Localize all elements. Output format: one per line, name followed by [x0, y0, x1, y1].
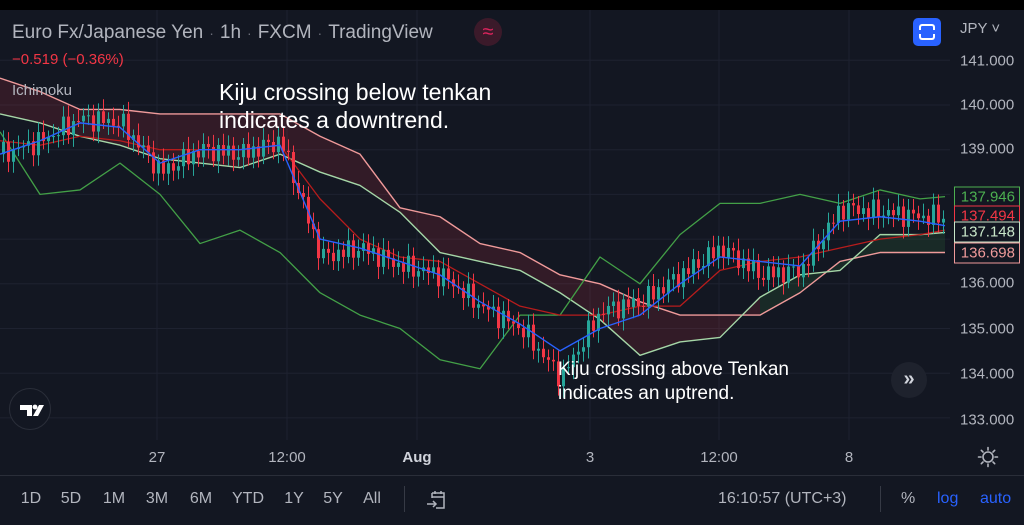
price-line-label: 137.148: [954, 221, 1020, 243]
price-line-label: 137.494: [954, 205, 1020, 227]
scroll-to-realtime-button[interactable]: »: [891, 362, 927, 398]
separator: ·: [209, 25, 214, 41]
symbol-header[interactable]: Euro Fx/Japanese Yen · 1h · FXCM · Tradi…: [12, 20, 433, 46]
settings-icon[interactable]: [977, 446, 999, 468]
price-tick: 135.000: [960, 320, 1015, 338]
range-button-5y[interactable]: 5Y: [323, 490, 343, 507]
divider: [404, 486, 405, 512]
range-button-1m[interactable]: 1M: [102, 490, 126, 507]
chart-area[interactable]: [0, 10, 950, 440]
annotation-text: indicates a downtrend.: [219, 107, 450, 133]
indicator-wave-icon[interactable]: ≈: [474, 18, 502, 46]
log-scale-toggle[interactable]: log: [937, 490, 959, 507]
tradingview-logo-icon: [20, 404, 44, 416]
price-tick: 136.000: [960, 274, 1015, 292]
go-to-date-icon[interactable]: [425, 489, 447, 511]
separator: ·: [317, 25, 323, 41]
price-change: −0.519 (−0.36%): [12, 51, 124, 68]
percent-scale-toggle[interactable]: %: [901, 490, 916, 507]
range-button-1d[interactable]: 1D: [20, 490, 42, 507]
price-tick: 133.000: [960, 411, 1015, 429]
range-button-ytd[interactable]: YTD: [232, 490, 264, 507]
bottom-toolbar: 16:10:57 (UTC+3) % log auto 1D 5D 1M 3M 6M YT…: [0, 476, 1024, 525]
annotation-uptrend: Kiju crossing above Tenkan indicates an …: [558, 358, 789, 406]
price-tick: 140.000: [960, 96, 1015, 114]
time-tick: 12:00: [700, 449, 738, 466]
price-line-label: 137.946: [954, 186, 1020, 208]
range-button-all[interactable]: All: [363, 490, 381, 507]
data-source: TradingView: [328, 22, 433, 43]
divider: [880, 486, 881, 512]
price-line-label: 136.698: [954, 242, 1020, 264]
annotation-text: Kiju crossing below tenkan: [219, 79, 492, 105]
time-tick: 12:00: [268, 449, 306, 466]
indicator-label[interactable]: Ichimoku: [12, 82, 73, 99]
time-axis[interactable]: 27 12:00 Aug 3 12:00 8: [0, 440, 1024, 476]
clock-timezone[interactable]: 16:10:57 (UTC+3): [718, 490, 847, 507]
price-tick: 134.000: [960, 365, 1015, 383]
exchange: FXCM: [257, 22, 312, 43]
range-button-1y[interactable]: 1Y: [284, 490, 304, 507]
fullscreen-button[interactable]: [913, 18, 941, 46]
symbol-name: Euro Fx/Japanese Yen: [12, 22, 204, 43]
range-button-3m[interactable]: 3M: [145, 490, 169, 507]
separator: ·: [247, 25, 252, 41]
price-tick: 141.000: [960, 52, 1015, 70]
range-button-6m[interactable]: 6M: [189, 490, 213, 507]
time-tick: 8: [844, 449, 854, 466]
time-tick: 3: [585, 449, 595, 466]
range-button-5d[interactable]: 5D: [60, 490, 82, 507]
currency-selector[interactable]: JPY ˅: [960, 20, 1001, 37]
auto-scale-toggle[interactable]: auto: [980, 490, 1012, 507]
interval[interactable]: 1h: [219, 22, 242, 43]
status-bar: [0, 0, 1024, 10]
price-axis[interactable]: 141.000 140.000 139.000 136.000 135.000 134.0…: [950, 10, 1024, 440]
annotation-downtrend: Kiju crossing below tenkan indicates a d…: [219, 78, 491, 134]
tradingview-logo[interactable]: [9, 388, 51, 430]
time-tick: 27: [148, 449, 166, 466]
price-tick: 139.000: [960, 140, 1015, 158]
annotation-text: indicates an uptrend.: [558, 383, 735, 404]
time-tick: Aug: [402, 449, 432, 466]
price-chart[interactable]: [0, 10, 950, 440]
annotation-text: Kiju crossing above Tenkan: [558, 359, 789, 380]
